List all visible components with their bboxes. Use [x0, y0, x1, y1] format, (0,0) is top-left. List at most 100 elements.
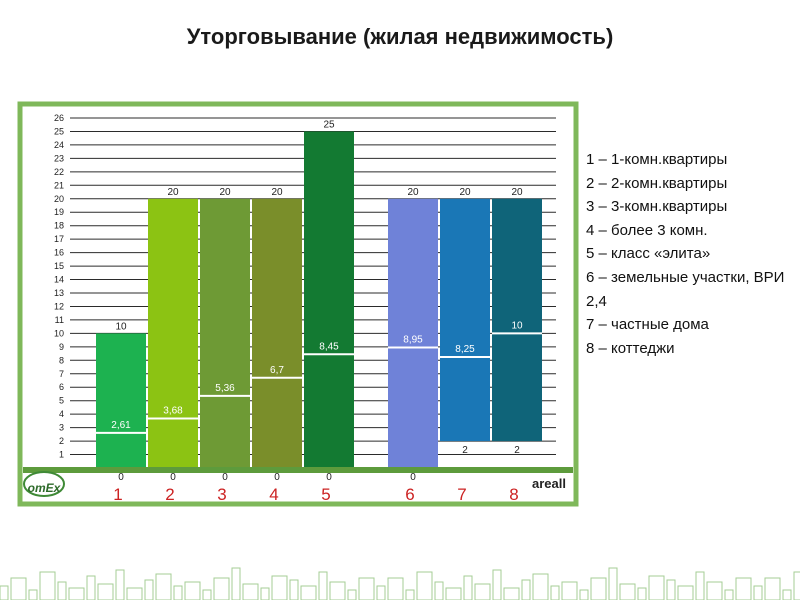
- skyline-building: [695, 571, 705, 600]
- mid-value-label: 8,95: [403, 335, 423, 346]
- max-value-label: 20: [271, 187, 283, 198]
- data-labels: 102,610203,680205,360206,70258,450208,95…: [111, 119, 523, 483]
- y-tick-label: 23: [54, 153, 64, 163]
- max-value-label: 20: [459, 187, 471, 198]
- skyline-building: [289, 579, 299, 600]
- skyline-building: [492, 569, 502, 600]
- min-value-label: 2: [462, 445, 468, 456]
- bar: [388, 198, 438, 467]
- logo-swoosh: [23, 471, 65, 497]
- skyline-building: [271, 575, 288, 600]
- y-tick-label: 6: [59, 382, 64, 392]
- max-value-label: 20: [167, 187, 179, 198]
- skyline-building: [358, 577, 375, 600]
- skyline-building: [376, 585, 386, 600]
- category-label: 3: [217, 485, 226, 504]
- mid-value-label: 2,61: [111, 420, 131, 431]
- skyline-building: [97, 583, 114, 600]
- y-tick-label: 9: [59, 342, 64, 352]
- y-tick-label: 26: [54, 113, 64, 123]
- y-tick-label: 24: [54, 140, 64, 150]
- category-label: 6: [405, 485, 414, 504]
- y-tick-label: 19: [54, 207, 64, 217]
- skyline-building: [86, 575, 96, 600]
- category-label: 1: [113, 485, 122, 504]
- y-tick-label: 22: [54, 167, 64, 177]
- bar-chart: 1234567891011121314151617181920212223242…: [17, 101, 579, 507]
- bar: [200, 198, 250, 467]
- y-tick-label: 13: [54, 288, 64, 298]
- skyline-building: [10, 577, 27, 600]
- skyline-building: [231, 567, 241, 600]
- max-value-label: 20: [407, 187, 419, 198]
- skyline-building: [318, 571, 328, 600]
- skyline-building: [648, 575, 665, 600]
- skyline-building: [753, 585, 763, 600]
- min-value-label: 0: [326, 472, 332, 483]
- legend-item: 2 – 2-комн.квартиры: [586, 174, 728, 192]
- skyline-building: [173, 585, 183, 600]
- page-title: Уторговывание (жилая недвижимость): [186, 24, 614, 49]
- skyline-building: [637, 587, 647, 600]
- mid-value-label: 8,45: [319, 341, 339, 352]
- skyline-building: [561, 581, 578, 600]
- skyline-decoration: [0, 567, 800, 600]
- legend-item: 8 – коттеджи: [586, 339, 675, 357]
- legend-item: 6 – земельные участки, ВРИ 2,4: [586, 268, 789, 310]
- skyline-building: [474, 583, 491, 600]
- y-axis-ticks: 1234567891011121314151617181920212223242…: [54, 113, 64, 460]
- skyline-building: [39, 571, 56, 600]
- logo-text: omEx: [28, 481, 62, 495]
- min-value-label: 2: [514, 445, 520, 456]
- x-axis-categories: 1 2 3 4 5 6 7 8: [113, 485, 518, 504]
- legend: 1 – 1-комн.квартиры 2 – 2-комн.квартиры 3 …: [586, 148, 786, 360]
- skyline-building: [521, 579, 531, 600]
- skyline-building: [579, 589, 589, 600]
- legend-item: 3 – 3-комн.квартиры: [586, 198, 728, 216]
- skyline-building: [0, 585, 9, 600]
- y-tick-label: 2: [59, 436, 64, 446]
- skyline-building: [706, 581, 723, 600]
- skyline-building: [532, 573, 549, 600]
- y-tick-label: 21: [54, 180, 64, 190]
- skyline-building: [793, 571, 800, 600]
- skyline-building: [724, 589, 734, 600]
- skyline-building: [144, 579, 154, 600]
- category-label: 2: [165, 485, 174, 504]
- legend-item: 4 – более 3 комн.: [586, 221, 708, 239]
- skyline-building: [260, 587, 270, 600]
- logo: omEx areall: [23, 471, 566, 497]
- y-tick-label: 15: [54, 261, 64, 271]
- skyline-building: [155, 573, 172, 600]
- bar: [440, 198, 490, 442]
- y-tick-label: 5: [59, 396, 64, 406]
- mid-value-label: 3,68: [163, 405, 183, 416]
- skyline-building: [329, 581, 346, 600]
- skyline-building: [242, 583, 259, 600]
- skyline-building: [608, 567, 618, 600]
- y-tick-label: 14: [54, 275, 64, 285]
- y-tick-label: 3: [59, 423, 64, 433]
- skyline-building: [115, 569, 125, 600]
- y-tick-label: 4: [59, 409, 64, 419]
- category-label: 8: [509, 485, 518, 504]
- skyline-building: [619, 583, 636, 600]
- mid-value-label: 6,7: [270, 365, 284, 376]
- y-tick-label: 16: [54, 248, 64, 258]
- skyline-building: [590, 577, 607, 600]
- min-value-label: 0: [274, 472, 280, 483]
- max-value-label: 25: [323, 119, 335, 130]
- mid-value-label: 8,25: [455, 344, 475, 355]
- y-tick-label: 20: [54, 194, 64, 204]
- min-value-label: 0: [410, 472, 416, 483]
- legend-item: 1 – 1-комн.квартиры: [586, 151, 728, 168]
- skyline-building: [550, 585, 560, 600]
- skyline-building: [300, 585, 317, 600]
- skyline-building: [57, 581, 67, 600]
- skyline-building: [735, 577, 752, 600]
- skyline-building: [666, 579, 676, 600]
- y-tick-label: 17: [54, 234, 64, 244]
- skyline-building: [184, 581, 201, 600]
- bar: [252, 198, 302, 467]
- max-value-label: 10: [115, 321, 127, 332]
